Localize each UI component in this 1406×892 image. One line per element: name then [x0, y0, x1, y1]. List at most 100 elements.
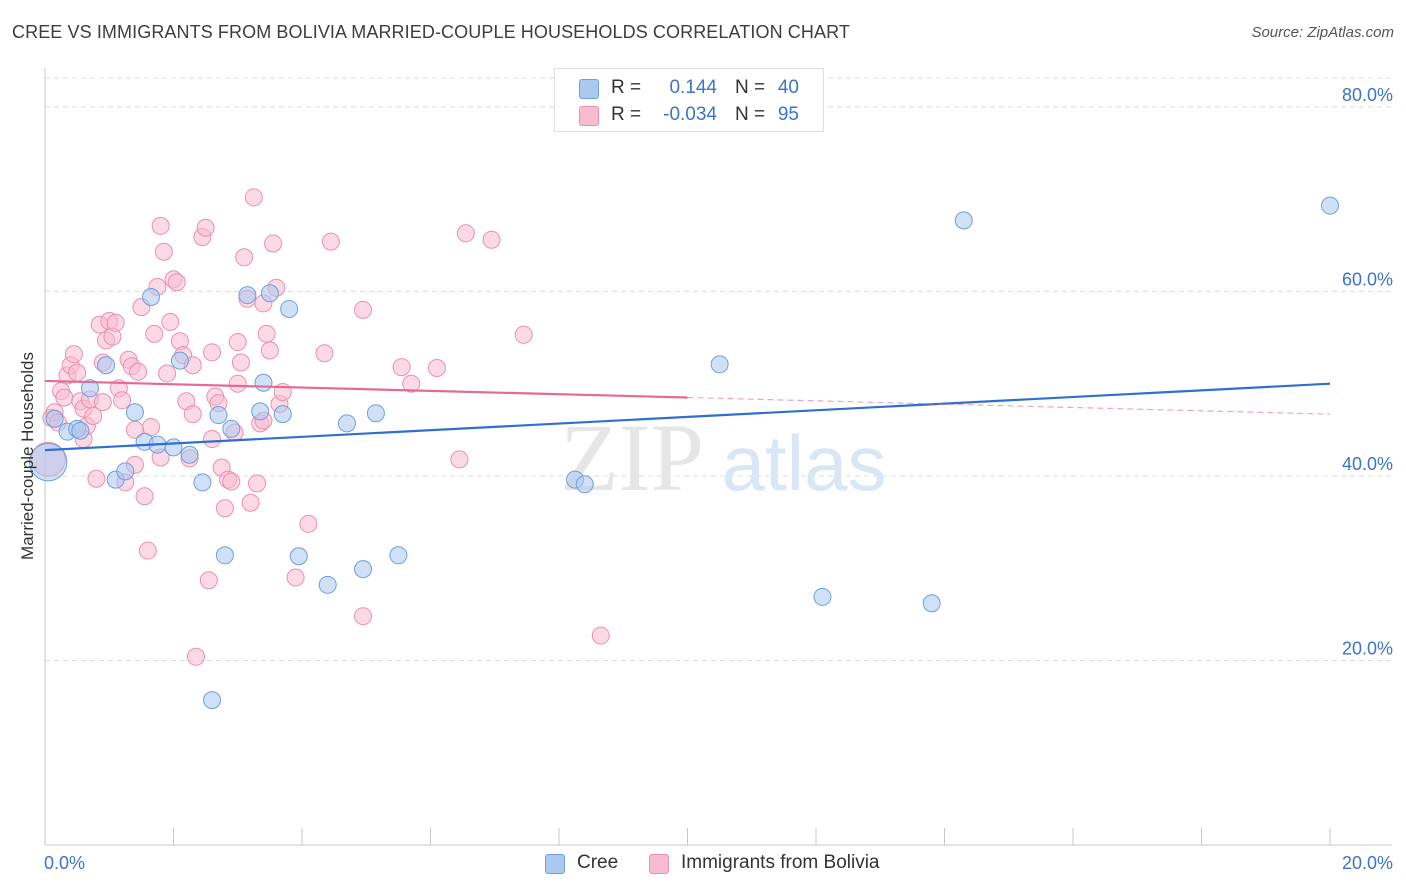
- cree-point: [193, 473, 212, 492]
- cree-point: [337, 414, 356, 433]
- cree-point: [813, 587, 832, 606]
- bolivia-point: [286, 568, 305, 587]
- cree-point: [251, 402, 270, 421]
- cree-point: [238, 286, 257, 305]
- cree-point: [954, 211, 973, 230]
- bolivia-trend-line: [44, 379, 688, 399]
- trend-layer: [44, 379, 1331, 452]
- bolivia-point: [591, 626, 610, 645]
- bolivia-swatch: [649, 854, 669, 874]
- bolivia-point: [186, 647, 205, 666]
- label-layer: 20.0% 40.0% 60.0% 80.0% 0.0% 20.0%: [44, 85, 1393, 873]
- bolivia-point: [514, 325, 533, 344]
- bolivia-point: [199, 571, 218, 590]
- points-layer: [29, 188, 1339, 710]
- cree-point: [164, 438, 183, 457]
- bolivia-point: [158, 364, 177, 383]
- cree-point: [97, 356, 116, 375]
- bolivia-point: [354, 300, 373, 319]
- bolivia-point: [203, 430, 222, 449]
- bolivia-point: [228, 374, 247, 393]
- bolivia-point: [299, 514, 318, 533]
- watermark-atlas: atlas: [722, 419, 887, 507]
- cree-point: [260, 284, 279, 303]
- bolivia-point: [354, 607, 373, 626]
- cree-point: [254, 373, 273, 392]
- legend-r-value: -0.034: [663, 104, 717, 125]
- bolivia-point: [321, 232, 340, 251]
- bolivia-point: [260, 341, 279, 360]
- bolivia-swatch: [579, 106, 599, 126]
- bolivia-point: [482, 230, 501, 249]
- bolivia-point: [129, 362, 148, 381]
- cree-point: [1321, 196, 1339, 215]
- legend-n-value: 40: [777, 77, 799, 98]
- legend-r-label: R =: [611, 77, 642, 98]
- bolivia-point: [392, 358, 411, 377]
- legend-r-value: 0.144: [669, 77, 717, 98]
- cree-legend-label: Cree: [577, 852, 619, 873]
- source-label: Source: ZipAtlas.com: [1251, 24, 1394, 41]
- bolivia-point: [68, 363, 87, 382]
- legend-n-value: 95: [777, 104, 799, 125]
- bolivia-point: [145, 324, 164, 343]
- y-tick-label: 40.0%: [1342, 454, 1393, 474]
- correlation-legend: R = 0.144 N = 40 R = -0.034 N = 95: [554, 68, 824, 132]
- cree-point: [180, 445, 199, 464]
- bolivia-point: [87, 469, 106, 488]
- bolivia-point: [235, 248, 254, 267]
- x-tick-label: 20.0%: [1342, 853, 1393, 873]
- cree-point: [318, 575, 337, 594]
- y-axis-title: Married-couple Households: [18, 352, 37, 560]
- bolivia-point: [244, 188, 263, 207]
- cree-point: [922, 594, 941, 613]
- bolivia-point: [248, 474, 267, 493]
- bolivia-point: [456, 224, 475, 243]
- bolivia-point: [222, 472, 241, 491]
- y-tick-label: 20.0%: [1342, 638, 1393, 658]
- bolivia-point: [402, 374, 421, 393]
- bolivia-point: [167, 273, 186, 292]
- axis-layer: [44, 68, 1392, 846]
- bolivia-point: [154, 242, 173, 261]
- cree-point: [29, 442, 68, 482]
- cree-point: [389, 546, 408, 565]
- bolivia-point: [113, 391, 132, 410]
- chart-title: CREE VS IMMIGRANTS FROM BOLIVIA MARRIED-…: [12, 22, 850, 42]
- cree-point: [71, 421, 90, 440]
- cree-point: [142, 287, 161, 306]
- bolivia-point: [231, 353, 250, 372]
- bolivia-point: [64, 345, 83, 364]
- cree-point: [273, 405, 292, 424]
- bolivia-point: [84, 406, 103, 425]
- cree-point: [354, 560, 373, 579]
- cree-point: [289, 547, 308, 566]
- cree-point: [116, 462, 135, 481]
- cree-point: [222, 419, 241, 438]
- bolivia-point: [241, 493, 260, 512]
- bolivia-point: [315, 344, 334, 363]
- cree-point: [170, 351, 189, 370]
- legend-row-cree: R = 0.144 N = 40: [555, 75, 823, 101]
- y-tick-label: 60.0%: [1342, 269, 1393, 289]
- bolivia-point: [215, 499, 234, 518]
- bolivia-point: [196, 218, 215, 237]
- bolivia-point: [106, 313, 125, 332]
- y-tick-label: 80.0%: [1342, 85, 1393, 105]
- bolivia-point: [93, 393, 112, 412]
- bolivia-point: [228, 333, 247, 352]
- x-tick-label: 0.0%: [44, 853, 85, 873]
- cree-trend-line: [44, 382, 1331, 452]
- cree-point: [80, 379, 99, 398]
- bolivia-point: [183, 405, 202, 424]
- bolivia-point: [55, 388, 74, 407]
- legend-r-label: R =: [611, 104, 642, 125]
- cree-point: [366, 404, 385, 423]
- series-legend: Cree Immigrants from Bolivia: [545, 852, 945, 876]
- bolivia-point: [264, 234, 283, 253]
- cree-swatch: [579, 79, 599, 99]
- bolivia-point: [161, 312, 180, 331]
- cree-point: [710, 355, 729, 374]
- legend-n-label: N =: [735, 77, 766, 98]
- cree-point: [45, 409, 64, 428]
